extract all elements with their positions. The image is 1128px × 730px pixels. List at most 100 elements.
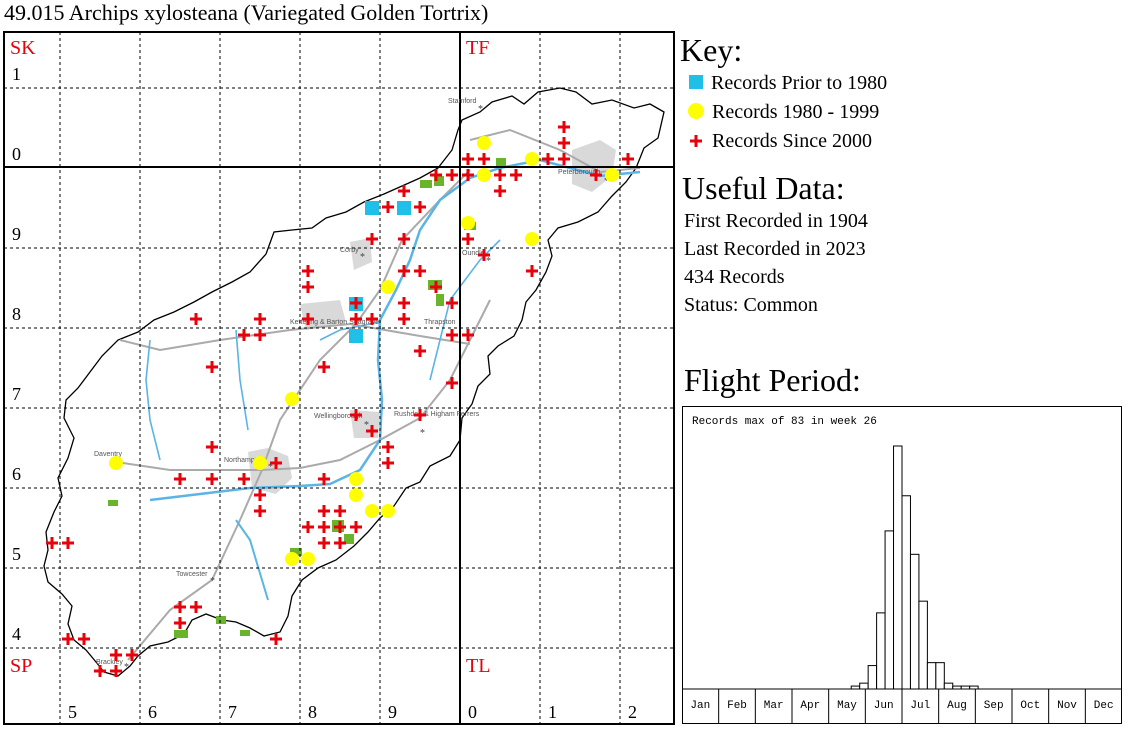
town-label-wellingborough: Wellingborough bbox=[314, 413, 363, 420]
record-marker-since-2000 bbox=[238, 473, 250, 485]
month-tick-label: Dec bbox=[1094, 700, 1114, 712]
road bbox=[115, 299, 491, 471]
record-marker-since-2000 bbox=[110, 649, 122, 661]
svg-text:*: * bbox=[268, 462, 273, 473]
record-marker-since-2000 bbox=[254, 313, 266, 325]
square-label-sp: SP bbox=[10, 655, 32, 677]
week-bar bbox=[901, 495, 911, 690]
record-marker-since-2000 bbox=[446, 377, 458, 389]
record-marker-since-2000 bbox=[478, 153, 490, 165]
record-marker-since-2000 bbox=[542, 153, 554, 165]
month-tick-label: Apr bbox=[800, 700, 820, 712]
useful-data-heading: Useful Data: bbox=[682, 170, 845, 206]
week-bar bbox=[859, 682, 869, 690]
square-label-sk: SK bbox=[10, 37, 36, 59]
northing-label: 7 bbox=[12, 384, 21, 404]
week-bar bbox=[876, 612, 886, 690]
grid-lines bbox=[4, 32, 674, 724]
square-label-tf: TF bbox=[466, 37, 489, 59]
svg-text:*: * bbox=[364, 420, 369, 431]
key-item-since-2000: Records Since 2000 bbox=[688, 130, 872, 153]
record-marker-since-2000 bbox=[302, 521, 314, 533]
record-marker-since-2000 bbox=[414, 265, 426, 277]
river bbox=[429, 239, 501, 381]
northing-label: 5 bbox=[12, 544, 21, 564]
month-tick-label: Feb bbox=[727, 700, 747, 712]
record-marker-since-2000 bbox=[126, 649, 138, 661]
easting-label: 5 bbox=[68, 702, 77, 722]
key-item-prior-1980: Records Prior to 1980 bbox=[688, 72, 887, 95]
record-marker-1980-1999 bbox=[285, 552, 299, 566]
week-bar bbox=[918, 600, 928, 690]
record-marker-since-2000 bbox=[398, 233, 410, 245]
town-label-thrapston: Thrapston bbox=[424, 319, 456, 326]
week-bar bbox=[943, 682, 954, 690]
record-marker-since-2000 bbox=[462, 153, 474, 165]
river bbox=[149, 158, 641, 502]
record-marker-since-2000 bbox=[430, 169, 442, 181]
record-marker-since-2000 bbox=[398, 313, 410, 325]
records-1980-1999 bbox=[109, 136, 619, 566]
record-marker-1980-1999 bbox=[301, 552, 315, 566]
month-tick-label: Jun bbox=[874, 700, 894, 712]
river bbox=[235, 329, 249, 431]
chart-max-note: Records max of 83 in week 26 bbox=[692, 416, 877, 428]
week-bar bbox=[884, 530, 895, 690]
record-marker-since-2000 bbox=[318, 473, 330, 485]
record-marker-1980-1999 bbox=[349, 472, 363, 486]
svg-text:*: * bbox=[360, 252, 365, 263]
record-marker-since-2000 bbox=[270, 457, 282, 469]
record-marker-since-2000 bbox=[430, 281, 442, 293]
status: Status: Common bbox=[684, 294, 818, 316]
easting-label: 7 bbox=[228, 702, 237, 722]
record-marker-1980-1999 bbox=[349, 488, 363, 502]
record-marker-since-2000 bbox=[206, 441, 218, 453]
record-marker-1980-1999 bbox=[381, 280, 395, 294]
week-bar bbox=[893, 445, 903, 690]
easting-label: 6 bbox=[148, 702, 157, 722]
record-marker-1980-1999 bbox=[525, 152, 539, 166]
record-marker-since-2000 bbox=[190, 601, 202, 613]
record-marker-1980-1999 bbox=[109, 456, 123, 470]
record-marker-since-2000 bbox=[270, 633, 282, 645]
record-marker-1980-1999 bbox=[605, 168, 619, 182]
record-marker-since-2000 bbox=[462, 329, 474, 341]
record-marker-since-2000 bbox=[494, 169, 506, 181]
svg-text:*: * bbox=[210, 576, 215, 587]
week-bar bbox=[867, 665, 878, 690]
month-labels: Jan Feb Mar Apr May Jun Jul Aug Sep Oct Nov Dec bbox=[690, 700, 1113, 712]
record-marker-since-2000 bbox=[446, 169, 458, 181]
record-count: 434 Records bbox=[684, 266, 785, 288]
town-labels: Stamford Peterborough Corby Oundle Kette… bbox=[94, 98, 601, 666]
built-up-area bbox=[300, 300, 346, 330]
record-marker-since-2000 bbox=[318, 521, 330, 533]
river bbox=[235, 519, 269, 601]
record-marker-since-2000 bbox=[526, 265, 538, 277]
week-bar bbox=[960, 685, 971, 690]
record-marker-since-2000 bbox=[414, 201, 426, 213]
record-marker-since-2000 bbox=[174, 473, 186, 485]
record-marker-since-2000 bbox=[350, 313, 362, 325]
record-marker-1980-1999 bbox=[365, 504, 379, 518]
record-marker-since-2000 bbox=[334, 521, 346, 533]
svg-text:*: * bbox=[478, 104, 483, 115]
easting-label: 9 bbox=[388, 702, 397, 722]
built-up-area bbox=[350, 238, 372, 270]
record-marker-since-2000 bbox=[350, 521, 362, 533]
record-marker-since-2000 bbox=[94, 665, 106, 677]
record-marker-1980-1999 bbox=[285, 392, 299, 406]
record-marker-since-2000 bbox=[206, 473, 218, 485]
record-marker-since-2000 bbox=[334, 505, 346, 517]
key-item-label: Records 1980 - 1999 bbox=[712, 101, 880, 123]
record-marker-since-2000 bbox=[414, 345, 426, 357]
week-bar bbox=[969, 685, 979, 690]
record-marker-since-2000 bbox=[174, 601, 186, 613]
record-marker-since-2000 bbox=[558, 121, 570, 133]
record-marker-since-2000 bbox=[398, 265, 410, 277]
record-marker-since-2000 bbox=[414, 409, 426, 421]
square-boundaries bbox=[3, 31, 675, 725]
week-bar bbox=[909, 553, 920, 690]
easting-label: 8 bbox=[308, 702, 317, 722]
first-recorded: First Recorded in 1904 bbox=[684, 210, 868, 232]
record-marker-1980-1999 bbox=[461, 216, 475, 230]
